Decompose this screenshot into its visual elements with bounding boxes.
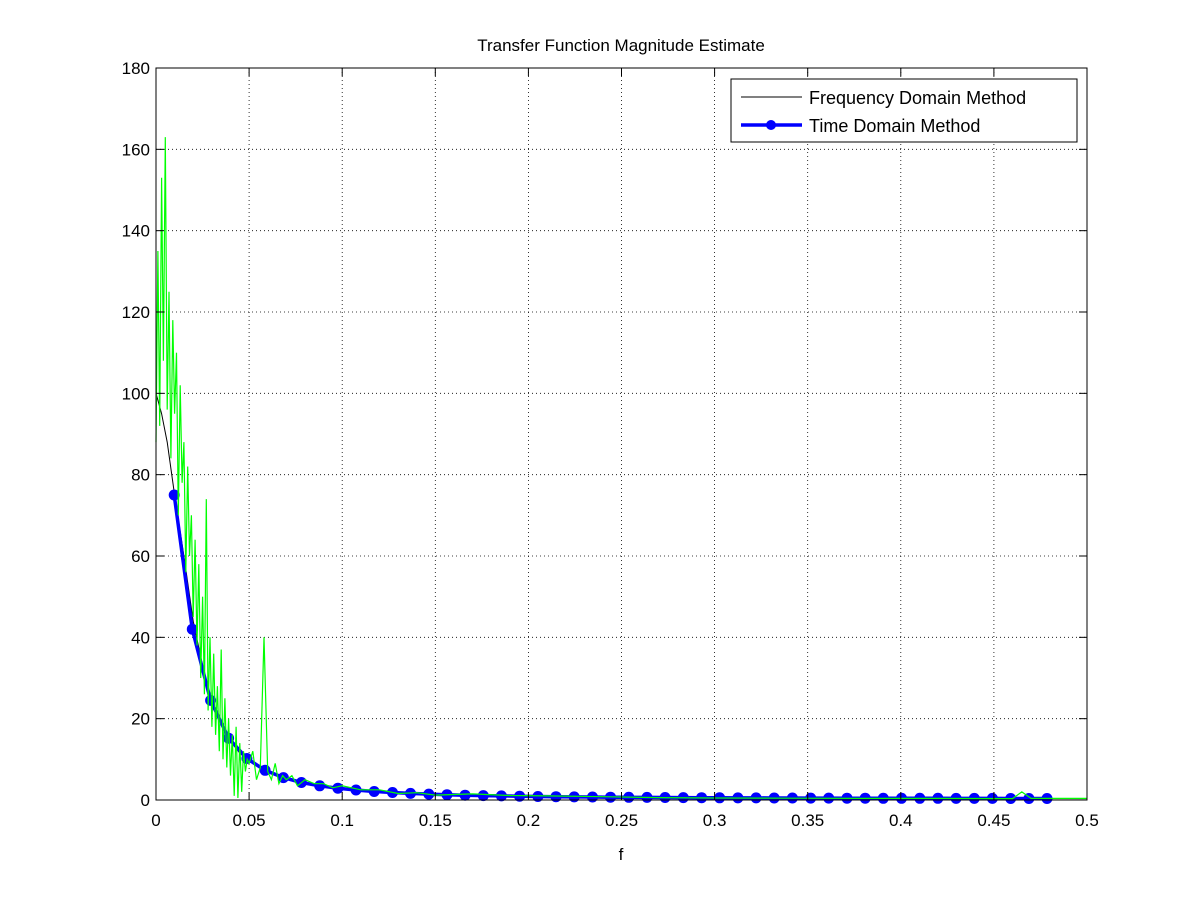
y-tick-label: 80: [131, 466, 150, 485]
time-domain-marker: [532, 791, 544, 802]
axis-ticks: 0 0.05 0.1 0.15 0.2 0.25 0.3 0.35 0.4 0.45 0.5 0 20 4…: [122, 59, 1099, 830]
y-tick-label: 180: [122, 59, 150, 78]
chart-title: Transfer Function Magnitude Estimate: [477, 36, 765, 55]
y-tick-label: 160: [122, 140, 150, 159]
y-tick-label: 60: [131, 547, 150, 566]
y-tick-label: 20: [131, 710, 150, 729]
x-tick-label: 0.5: [1075, 811, 1099, 830]
x-tick-label: 0.45: [977, 811, 1010, 830]
x-tick-label: 0.25: [605, 811, 638, 830]
legend-label-frequency: Frequency Domain Method: [809, 88, 1026, 108]
x-tick-label: 0.4: [889, 811, 913, 830]
plot-area-background: [156, 68, 1087, 800]
time-domain-marker: [477, 790, 489, 802]
x-tick-label: 0.3: [703, 811, 727, 830]
x-tick-label: 0.1: [330, 811, 354, 830]
x-axis-label: f: [619, 845, 624, 864]
series-line-noisy-estimate: [155, 137, 1087, 800]
time-domain-marker: [332, 782, 344, 794]
time-domain-marker: [459, 789, 471, 801]
x-tick-label: 0.05: [233, 811, 266, 830]
time-domain-marker: [350, 784, 362, 796]
x-tick-label: 0.2: [517, 811, 541, 830]
legend: Frequency Domain Method Time Domain Meth…: [730, 78, 1078, 143]
time-domain-marker: [168, 489, 180, 501]
y-tick-label: 140: [122, 222, 150, 241]
y-tick-label: 120: [122, 303, 150, 322]
y-tick-label: 40: [131, 628, 150, 647]
x-tick-label: 0: [151, 811, 160, 830]
legend-marker-time: [766, 120, 776, 130]
x-tick-label: 0.35: [791, 811, 824, 830]
time-domain-marker: [550, 791, 562, 803]
y-tick-label: 100: [122, 384, 150, 403]
time-domain-marker: [368, 786, 380, 797]
legend-box: [730, 78, 1078, 143]
legend-label-time: Time Domain Method: [809, 116, 980, 136]
time-domain-marker: [495, 790, 507, 802]
y-tick-label: 0: [141, 791, 150, 810]
time-domain-marker: [1023, 793, 1035, 804]
time-domain-marker: [186, 623, 198, 635]
time-domain-marker: [314, 780, 326, 792]
x-tick-label: 0.15: [419, 811, 452, 830]
series: [155, 137, 1088, 804]
